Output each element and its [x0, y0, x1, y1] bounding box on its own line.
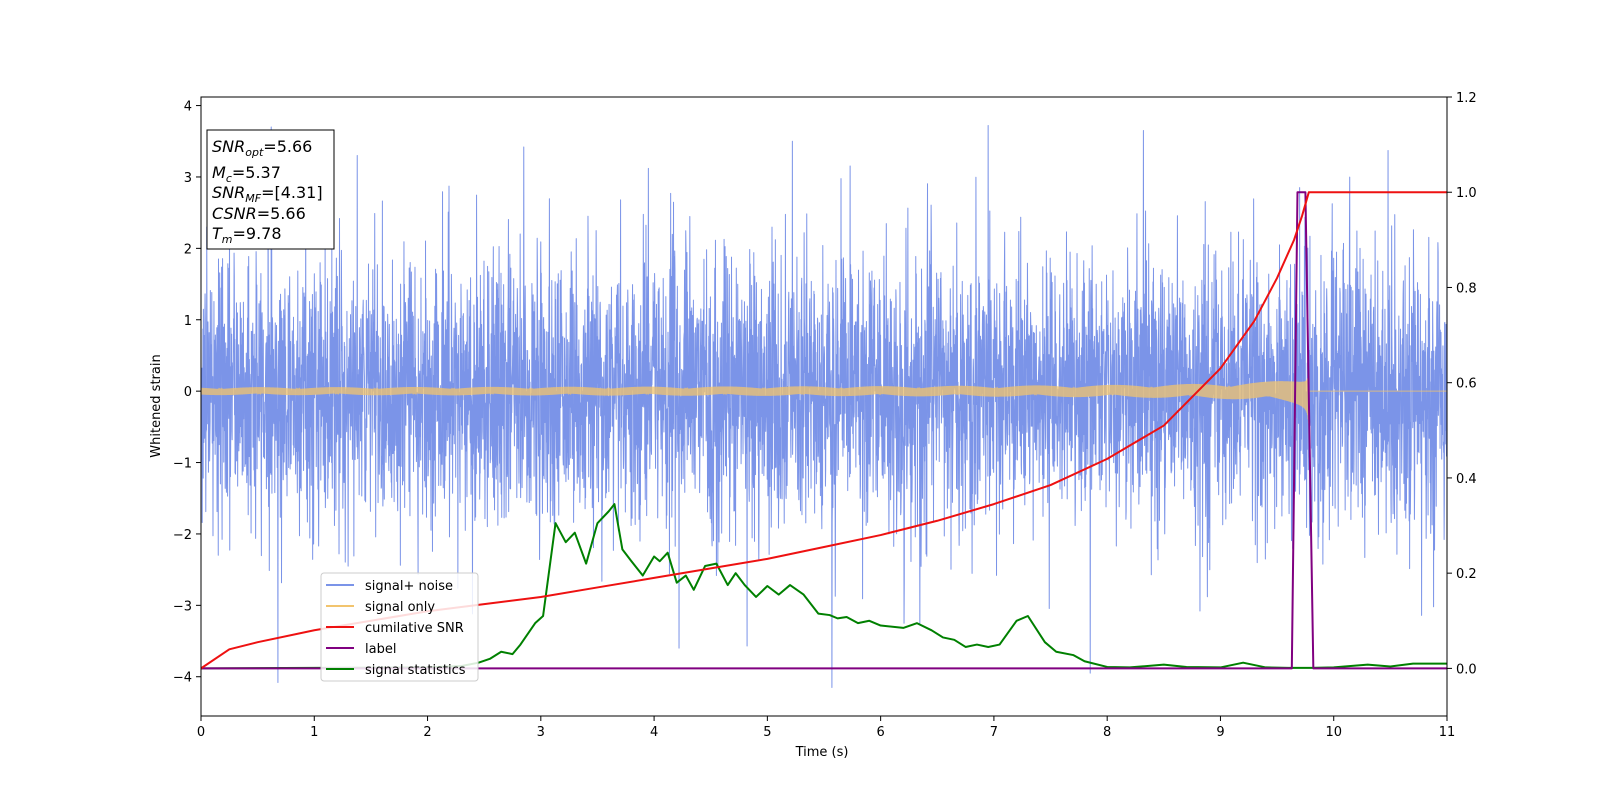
- y2-tick-label: 0.6: [1456, 377, 1477, 392]
- y2-tick-label: 0.2: [1456, 567, 1477, 582]
- x-tick-label: 2: [423, 725, 431, 740]
- x-tick-label: 10: [1325, 725, 1342, 740]
- y2-tick-label: 0.4: [1456, 472, 1477, 487]
- x-axis-label: Time (s): [795, 745, 849, 760]
- legend-frame: [320, 572, 479, 682]
- legend: signal+ noise signal only cumilative SNR…: [320, 572, 479, 682]
- x-tick-label: 9: [1216, 725, 1224, 740]
- series-signal-noise: [201, 125, 1447, 688]
- x-tick-label: 8: [1103, 725, 1111, 740]
- legend-label-signal-statistics: signal statistics: [365, 663, 466, 678]
- y-tick-label: 2: [184, 242, 192, 257]
- legend-label-cumulative-snr: cumilative SNR: [365, 621, 464, 636]
- annotation-snr-mf: SNRMF=[4.31]: [212, 183, 323, 205]
- y-axis-label: Whitened strain: [149, 354, 164, 457]
- x-tick-label: 6: [876, 725, 884, 740]
- x-tick-label: 5: [763, 725, 771, 740]
- x-tick-label: 0: [197, 725, 205, 740]
- y2-tick-label: 0.0: [1456, 662, 1477, 677]
- legend-label-label: label: [365, 642, 396, 657]
- series-label: [201, 191, 1447, 670]
- y2-tick-label: 0.8: [1456, 281, 1477, 296]
- y-tick-label: −3: [173, 599, 192, 614]
- x-tick-label: 3: [537, 725, 545, 740]
- y-tick-label: −2: [173, 528, 192, 543]
- y-tick-label: 3: [184, 171, 192, 186]
- legend-label-signal-only: signal only: [365, 600, 435, 615]
- annotation-tm: Tm=9.78: [212, 224, 282, 246]
- series-signal-only: [201, 374, 1447, 424]
- y2-tick-label: 1.0: [1456, 186, 1477, 201]
- annotation-mc: Mc=5.37: [212, 163, 281, 185]
- y-tick-label: 0: [184, 385, 192, 400]
- plot-frame: [200, 96, 1448, 717]
- plot-series-layer: [201, 125, 1447, 688]
- annotation-snr-opt: SNRopt=5.66: [212, 137, 312, 159]
- annotation-box-frame: [206, 129, 335, 250]
- y-tick-label: −1: [173, 457, 192, 472]
- annotation-csnr: CSNR=5.66: [212, 204, 306, 223]
- x-tick-label: 4: [650, 725, 658, 740]
- y-tick-label: 4: [184, 100, 192, 115]
- x-tick-label: 1: [310, 725, 318, 740]
- y-tick-label: 1: [184, 314, 192, 329]
- y-tick-label: −4: [173, 671, 192, 686]
- axes-layer: 0 1 2 3 4 5 6 7 8 9 10 1143210−1−2−3−41.21.00.80.60…: [173, 91, 1477, 740]
- annotation-box: SNRopt=5.66 Mc=5.37 SNRMF=[4.31] CSNR=5.…: [206, 129, 335, 250]
- y2-tick-label: 1.2: [1456, 91, 1477, 106]
- x-tick-label: 11: [1439, 725, 1456, 740]
- legend-label-signal-noise: signal+ noise: [365, 579, 453, 594]
- x-tick-label: 7: [990, 725, 998, 740]
